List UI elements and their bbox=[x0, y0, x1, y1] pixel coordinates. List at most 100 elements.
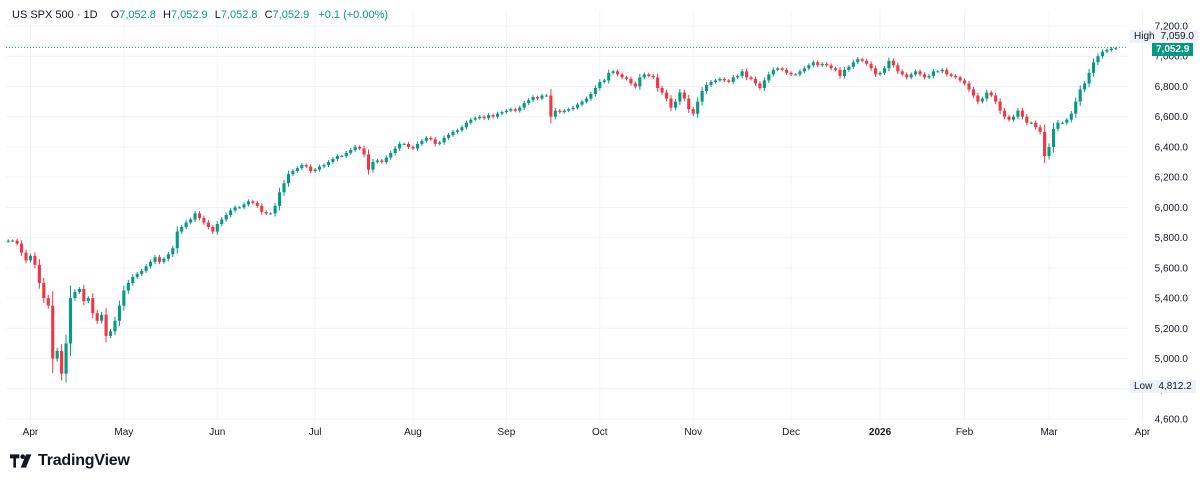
candle-down bbox=[411, 146, 415, 149]
candle-up bbox=[940, 69, 944, 72]
candle-up bbox=[1078, 89, 1082, 102]
candle-down bbox=[549, 95, 553, 117]
candle-down bbox=[949, 74, 953, 76]
candle-up bbox=[487, 115, 491, 119]
candle-down bbox=[691, 109, 695, 114]
candle-up bbox=[914, 71, 918, 75]
candle-down bbox=[825, 63, 829, 66]
candle-up bbox=[567, 109, 571, 111]
grid-layer bbox=[6, 10, 1143, 422]
candle-down bbox=[202, 217, 206, 223]
candle-up bbox=[291, 171, 295, 175]
x-tick-label: Dec bbox=[782, 427, 800, 438]
candle-down bbox=[260, 205, 264, 212]
candle-up bbox=[113, 320, 117, 332]
open-key: O bbox=[110, 9, 120, 21]
candle-up bbox=[464, 122, 468, 128]
candlestick-chart[interactable]: 7,200.0 7,000.0 6,800.0 6,600.0 6,400.0 6,200… bbox=[0, 0, 1200, 440]
candle-up bbox=[273, 205, 277, 214]
candle-up bbox=[295, 168, 299, 172]
candle-up bbox=[495, 113, 500, 117]
candle-down bbox=[660, 87, 664, 93]
candle-down bbox=[896, 65, 900, 72]
y-tick-label: 6,800.0 bbox=[1155, 82, 1189, 93]
candle-up bbox=[856, 59, 860, 63]
candle-down bbox=[433, 139, 437, 144]
candle-up bbox=[811, 62, 815, 66]
y-tick-label: 6,600.0 bbox=[1155, 112, 1189, 123]
candle-down bbox=[922, 74, 927, 78]
candle-up bbox=[1083, 83, 1087, 90]
candle-down bbox=[264, 211, 268, 214]
candle-up bbox=[518, 107, 522, 111]
candle-up bbox=[500, 112, 504, 114]
candle-up bbox=[286, 174, 291, 184]
candle-up bbox=[544, 95, 548, 97]
candle-up bbox=[709, 81, 713, 85]
candle-down bbox=[687, 98, 691, 110]
candle-up bbox=[504, 110, 508, 113]
candle-up bbox=[322, 165, 326, 167]
candle-down bbox=[869, 63, 873, 69]
x-tick-label: May bbox=[114, 427, 133, 438]
candle-down bbox=[682, 92, 686, 99]
close-value: 7,052.9 bbox=[272, 9, 310, 21]
candle-up bbox=[718, 78, 722, 81]
candle-down bbox=[535, 97, 540, 99]
candle-up bbox=[55, 350, 59, 359]
candle-up bbox=[402, 143, 406, 145]
y-tick-label: 6,200.0 bbox=[1155, 173, 1189, 184]
tradingview-brand[interactable]: TradingView bbox=[10, 452, 130, 470]
candle-up bbox=[135, 273, 139, 277]
candle-up bbox=[509, 109, 513, 111]
candle-up bbox=[1091, 62, 1096, 73]
candle-down bbox=[1003, 110, 1007, 117]
candle-up bbox=[980, 98, 984, 102]
high-tag: High 7,059.0 bbox=[1130, 30, 1198, 43]
chart-area[interactable]: 7,200.0 7,000.0 6,800.0 6,600.0 6,400.0 6,200… bbox=[0, 0, 1200, 440]
candle-up bbox=[571, 107, 575, 110]
x-tick-label: 2026 bbox=[869, 427, 892, 438]
candle-up bbox=[1011, 116, 1016, 120]
candle-down bbox=[900, 71, 904, 75]
candle-up bbox=[807, 65, 811, 69]
candle-up bbox=[100, 314, 104, 321]
candle-down bbox=[91, 298, 95, 314]
candle-up bbox=[1047, 146, 1051, 156]
candle-down bbox=[664, 92, 669, 99]
candle-down bbox=[962, 80, 967, 84]
x-tick-label: Oct bbox=[592, 427, 608, 438]
candle-up bbox=[798, 71, 802, 75]
candle-down bbox=[829, 65, 833, 69]
candle-up bbox=[771, 69, 775, 75]
candle-up bbox=[171, 248, 175, 255]
candle-up bbox=[767, 74, 771, 81]
candle-up bbox=[384, 157, 388, 163]
candle-up bbox=[313, 169, 317, 172]
y-tick-label: 5,400.0 bbox=[1155, 294, 1189, 305]
candle-up bbox=[442, 137, 446, 143]
candle-down bbox=[60, 350, 64, 374]
candle-down bbox=[918, 71, 922, 75]
candle-up bbox=[1065, 119, 1069, 123]
candle-up bbox=[593, 87, 597, 95]
low-tag: Low 4,812.2 bbox=[1130, 380, 1196, 393]
candle-down bbox=[491, 115, 495, 117]
y-tick-label: 6,400.0 bbox=[1155, 142, 1189, 153]
candle-up bbox=[375, 160, 379, 163]
candle-up bbox=[713, 80, 718, 82]
candle-up bbox=[847, 66, 851, 70]
candle-up bbox=[344, 152, 348, 156]
candle-down bbox=[304, 165, 308, 167]
candle-up bbox=[184, 222, 188, 228]
candle-down bbox=[255, 202, 259, 206]
candle-up bbox=[882, 68, 887, 73]
candle-down bbox=[358, 146, 362, 149]
x-tick-label: Mar bbox=[1040, 427, 1058, 438]
high-tag-value: 7,059.0 bbox=[1160, 31, 1194, 42]
candle-up bbox=[438, 142, 442, 144]
candle-down bbox=[994, 95, 998, 102]
candle-up bbox=[180, 227, 184, 232]
candle-down bbox=[15, 240, 19, 244]
candle-up bbox=[175, 231, 179, 249]
